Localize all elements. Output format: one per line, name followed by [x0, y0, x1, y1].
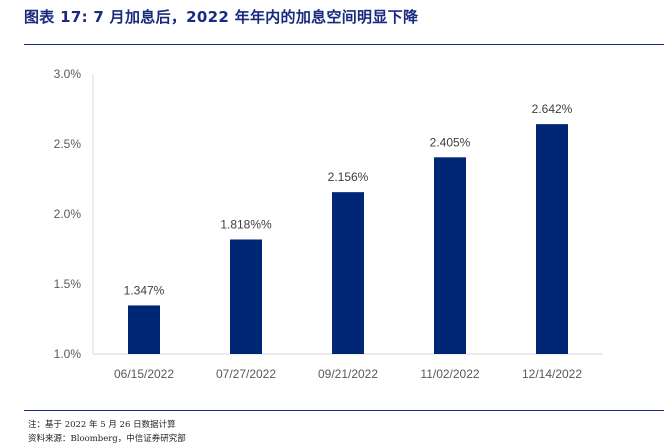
footnote: 注：基于 2022 年 5 月 26 日数据计算 [28, 420, 176, 430]
data-label: 2.156% [328, 170, 369, 184]
data-label: 2.405% [430, 135, 471, 149]
data-label: 1.347% [124, 283, 165, 297]
y-tick-label: 2.5% [54, 137, 82, 151]
x-tick-label: 11/02/2022 [420, 367, 479, 381]
y-tick-label: 2.0% [54, 207, 82, 221]
x-tick-label: 07/27/2022 [216, 367, 276, 381]
bar-chart: 1.0% 1.5% 2.0% 2.5% 3.0% 06/15/2022 07/27/202… [54, 67, 603, 381]
bars [128, 124, 568, 355]
data-labels: 1.347% 1.818%% 2.156% 2.405% 2.642% [124, 102, 573, 297]
bar [230, 239, 262, 354]
bottom-divider [24, 410, 664, 411]
source-note: 资料来源：Bloomberg，中信证券研究部 [28, 434, 186, 444]
x-axis: 06/15/2022 07/27/2022 09/21/2022 11/02/2022… [93, 353, 603, 381]
x-tick-label: 09/21/2022 [318, 367, 378, 381]
bar [332, 192, 364, 354]
bar [536, 124, 568, 355]
bar [434, 157, 466, 354]
y-axis: 1.0% 1.5% 2.0% 2.5% 3.0% [54, 67, 94, 361]
chart-title: 图表 17: 7 月加息后，2022 年年内的加息空间明显下降 [24, 8, 419, 26]
data-label: 1.818%% [220, 217, 272, 231]
x-tick-label: 12/14/2022 [522, 367, 582, 381]
y-tick-label: 3.0% [54, 67, 82, 81]
y-tick-label: 1.5% [54, 277, 82, 291]
top-divider [24, 44, 664, 45]
y-tick-label: 1.0% [54, 347, 82, 361]
x-tick-label: 06/15/2022 [114, 367, 174, 381]
bar [128, 305, 160, 354]
data-label: 2.642% [532, 102, 573, 116]
